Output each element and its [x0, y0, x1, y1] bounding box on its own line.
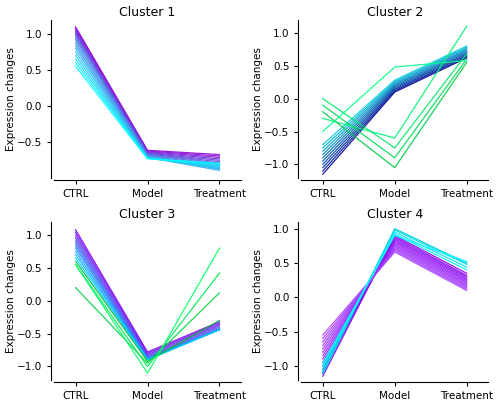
Title: Cluster 1: Cluster 1	[120, 6, 176, 19]
Y-axis label: Expression changes: Expression changes	[6, 249, 16, 353]
Title: Cluster 4: Cluster 4	[366, 208, 423, 221]
Title: Cluster 3: Cluster 3	[120, 208, 176, 221]
Y-axis label: Expression changes: Expression changes	[6, 47, 16, 151]
Title: Cluster 2: Cluster 2	[366, 6, 423, 19]
Y-axis label: Expression changes: Expression changes	[253, 47, 263, 151]
Y-axis label: Expression changes: Expression changes	[253, 249, 263, 353]
